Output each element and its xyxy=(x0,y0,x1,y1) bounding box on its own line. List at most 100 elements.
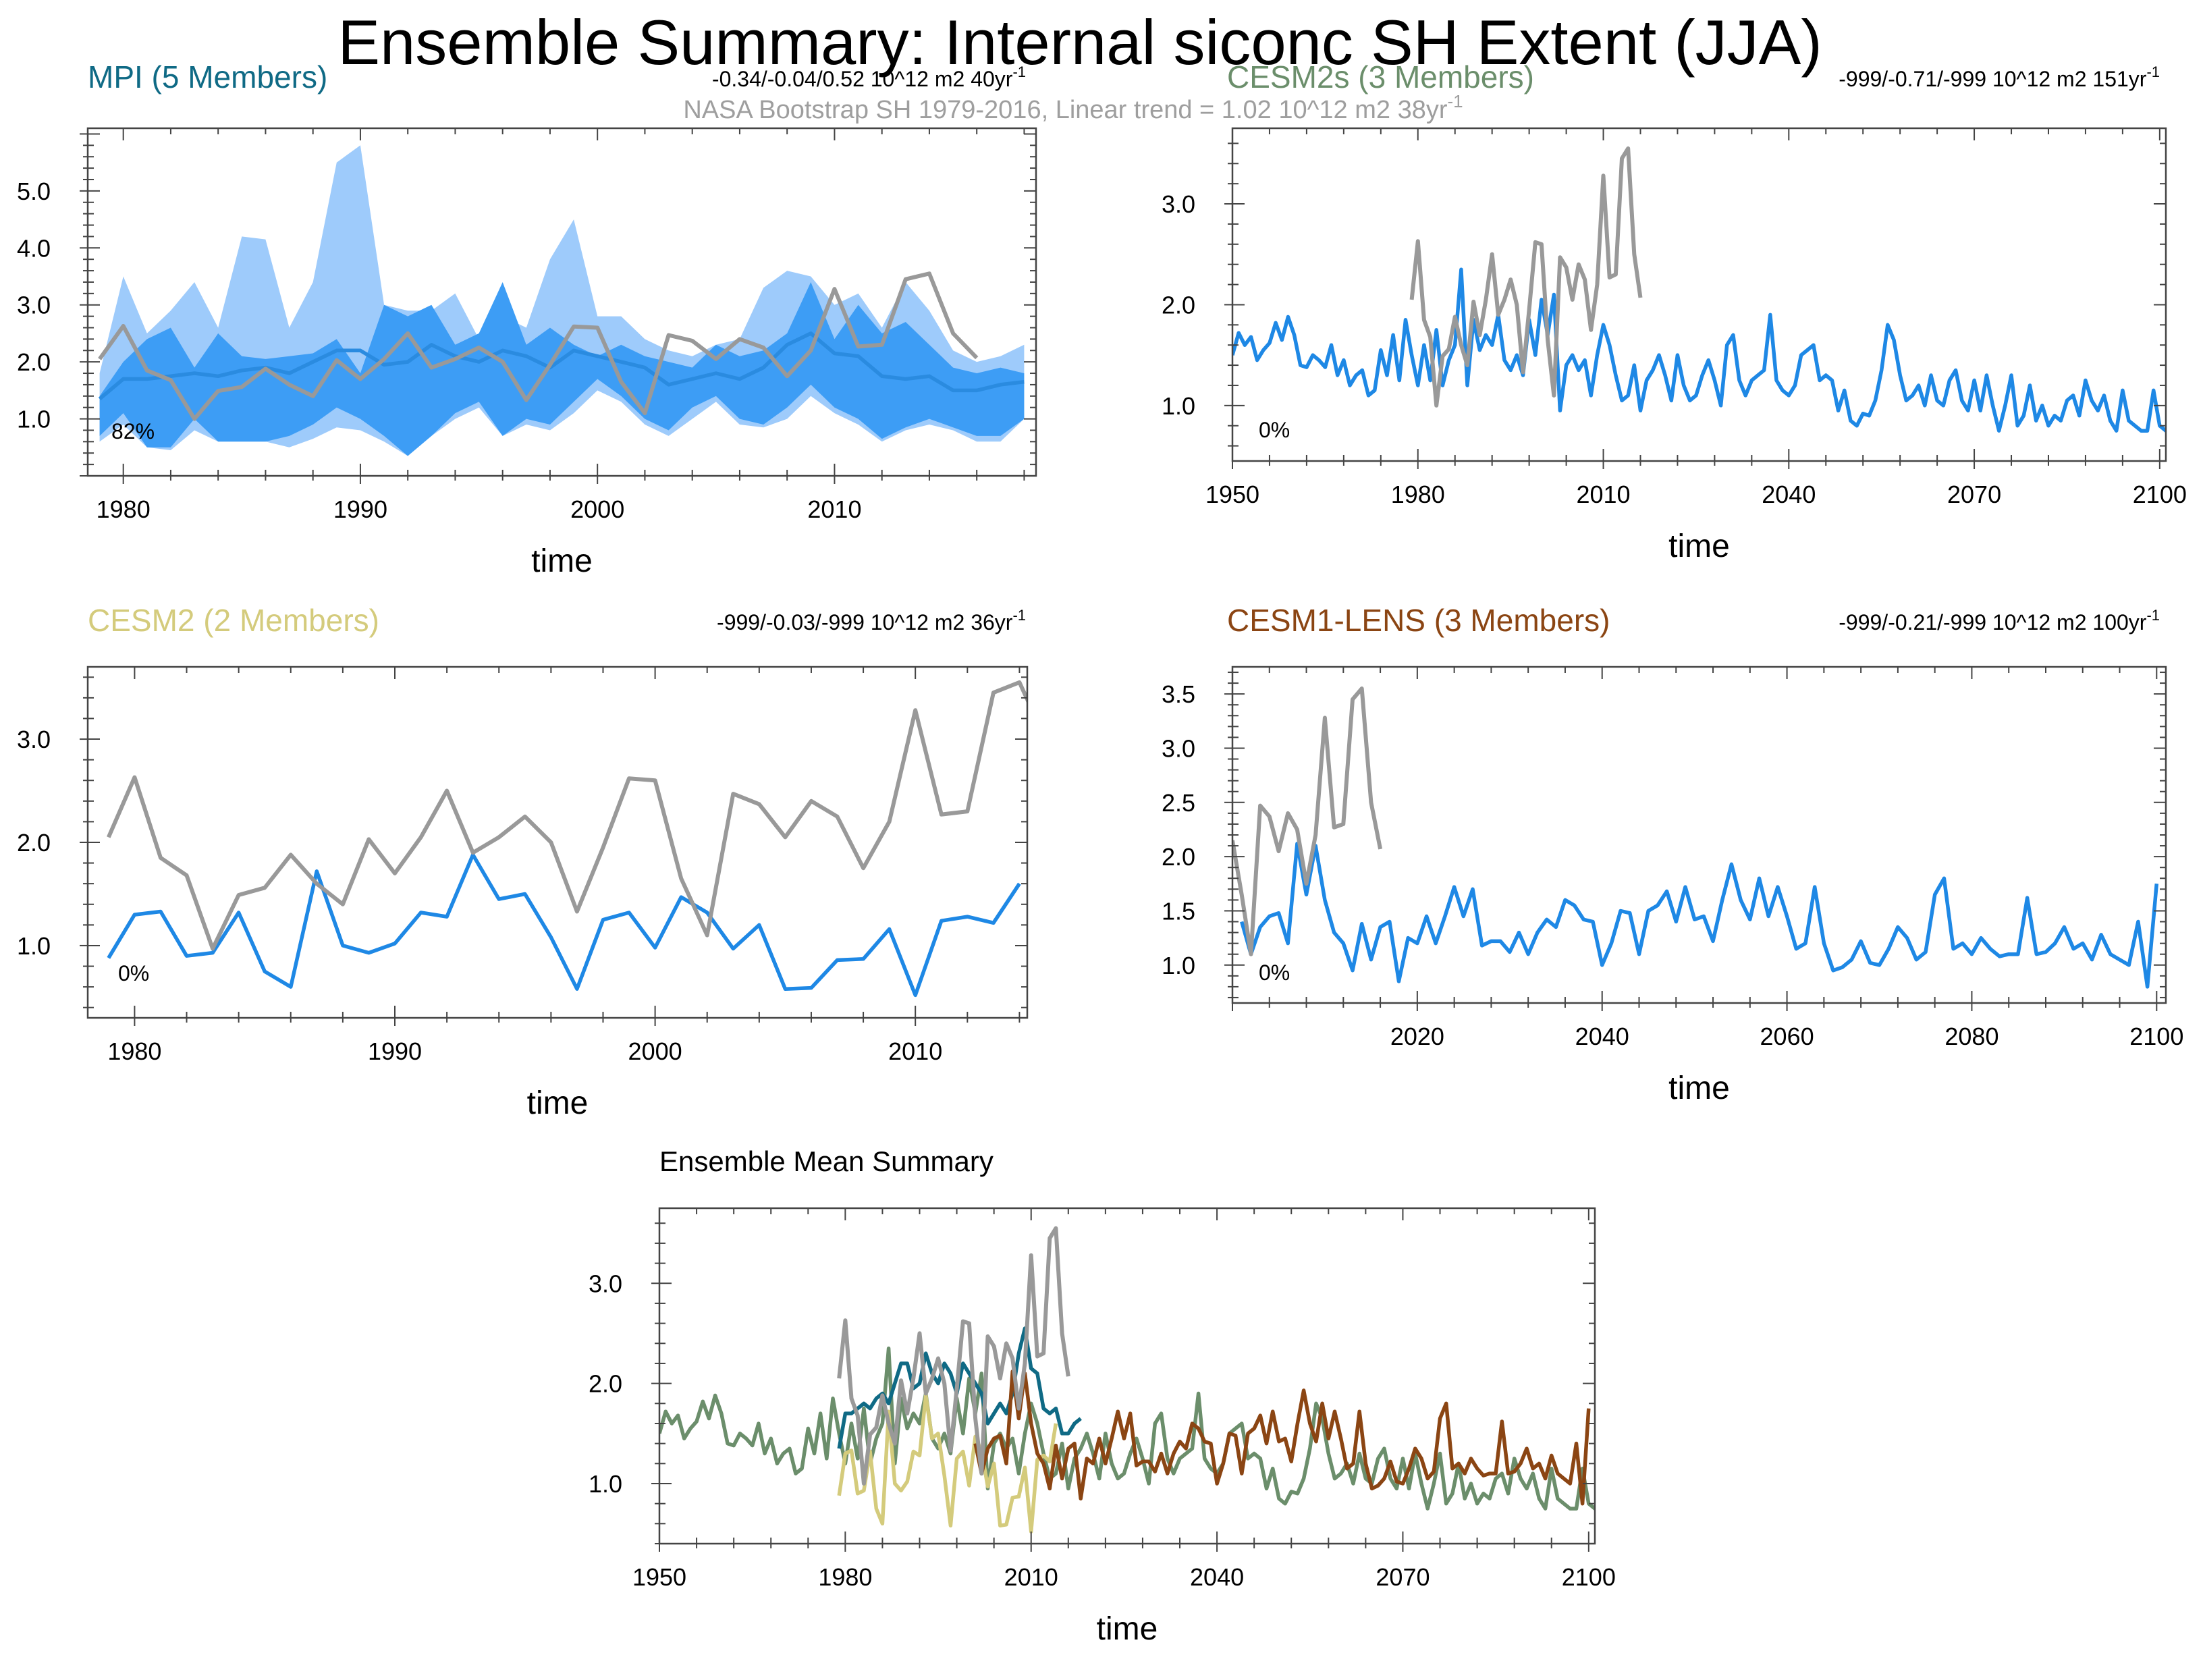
cesm2s-x-tick-label: 2040 xyxy=(1762,481,1816,508)
lens-percent-label: 0% xyxy=(1259,960,1290,985)
cesm2-x-tick-label: 1980 xyxy=(107,1037,161,1065)
cesm2s-panel-title: CESM2s (3 Members) xyxy=(1227,59,1534,94)
obs-subtitle-sup: -1 xyxy=(1448,91,1463,111)
summary-axes-frame xyxy=(658,1207,1596,1545)
summary-x-tick-label: 2040 xyxy=(1190,1563,1244,1591)
summary-y-tick-label: 3.0 xyxy=(589,1270,622,1297)
cesm2-x-tick-label: 2010 xyxy=(888,1037,942,1065)
cesm2-x-tick-label: 2000 xyxy=(628,1037,682,1065)
obs-subtitle-text: NASA Bootstrap SH 1979-2016, Linear tren… xyxy=(683,96,1447,124)
lens-y-tick-label: 2.0 xyxy=(1162,843,1195,871)
cesm2s-axes-frame xyxy=(1231,127,2167,462)
cesm2s-trend-label: -999/-0.71/-999 10^12 m2 151yr-1 xyxy=(1839,63,2160,91)
lens-plot-area xyxy=(1232,686,2159,989)
mpi-series-ensemble-mean xyxy=(98,331,1025,401)
cesm2-trend-text: -999/-0.03/-999 10^12 m2 36yr xyxy=(717,610,1013,634)
cesm2s-y-tick-label: 2.0 xyxy=(1162,291,1195,319)
cesm2s-x-tick-label: 2070 xyxy=(1947,481,2001,508)
summary-y-tick-label: 1.0 xyxy=(589,1470,622,1498)
cesm2s-x-tick-label: 2010 xyxy=(1576,481,1630,508)
cesm2-x-tick-label: 1990 xyxy=(368,1037,422,1065)
lens-x-tick-label: 2040 xyxy=(1575,1023,1629,1050)
cesm2-x-axis-label: time xyxy=(527,1085,589,1121)
mpi-x-axis-label: time xyxy=(531,543,593,579)
cesm2-percent-label: 0% xyxy=(118,961,149,985)
mpi-y-tick-label: 1.0 xyxy=(17,406,51,433)
panel-lens: 2020 2040 2060 2080 2100 1.0 1.5 2.0 2.5 3.0 3.5 ti… xyxy=(1162,603,2183,1106)
mpi-x-tick-label: 1980 xyxy=(97,495,151,523)
lens-trend-sup: -1 xyxy=(2146,607,2160,624)
cesm2s-y-tick-label: 3.0 xyxy=(1162,190,1195,218)
summary-plot-area xyxy=(659,1226,1595,1534)
lens-x-tick-label: 2020 xyxy=(1390,1023,1444,1050)
cesm2-plot-area xyxy=(107,680,1027,998)
cesm2-y-tick-label: 3.0 xyxy=(17,726,51,753)
page-title: Ensemble Summary: Internal siconc SH Ext… xyxy=(337,7,1822,78)
lens-panel-title: CESM1-LENS (3 Members) xyxy=(1227,603,1610,638)
cesm2s-trend-text: -999/-0.71/-999 10^12 m2 151yr xyxy=(1839,67,2147,91)
lens-trend-text: -999/-0.21/-999 10^12 m2 100yr xyxy=(1839,610,2147,634)
summary-x-tick-label: 1950 xyxy=(632,1563,686,1591)
lens-y-tick-label: 2.5 xyxy=(1162,789,1195,817)
cesm2s-x-tick-label: 2100 xyxy=(2133,481,2187,508)
mpi-trend-sup: -1 xyxy=(1012,63,1026,80)
lens-series-ensemble-member xyxy=(1240,842,2159,989)
lens-x-tick-label: 2100 xyxy=(2129,1023,2183,1050)
lens-y-tick-label: 1.5 xyxy=(1162,897,1195,925)
mpi-spread-band-inner xyxy=(99,282,1025,456)
mpi-x-tick-label: 2000 xyxy=(570,495,624,523)
lens-x-axis-label: time xyxy=(1668,1071,1730,1106)
panel-summary: 1950 1980 2010 2040 2070 2100 1.0 2.0 3.0 time Ens… xyxy=(589,1145,1616,1647)
mpi-y-tick-label: 5.0 xyxy=(17,178,51,205)
mpi-trend-label: -0.34/-0.04/0.52 10^12 m2 40yr-1 xyxy=(712,63,1026,91)
obs-subtitle: NASA Bootstrap SH 1979-2016, Linear tren… xyxy=(683,91,1463,124)
lens-x-tick-label: 2080 xyxy=(1944,1023,1998,1050)
mpi-y-tick-label: 3.0 xyxy=(17,292,51,319)
cesm2s-trend-sup: -1 xyxy=(2146,63,2160,80)
mpi-y-tick-label: 4.0 xyxy=(17,234,51,262)
mpi-series-nasa-bootstrap xyxy=(98,271,979,421)
panel-mpi: 1980 1990 2000 2010 1.0 2.0 3.0 4.0 5.0 time MPI (… xyxy=(17,59,1037,579)
mpi-x-tick-label: 1990 xyxy=(333,495,387,523)
mpi-percent-label: 82% xyxy=(111,419,155,443)
mpi-x-tick-label: 2010 xyxy=(807,495,861,523)
summary-y-tick-label: 2.0 xyxy=(589,1370,622,1398)
cesm2s-percent-label: 0% xyxy=(1259,418,1290,442)
lens-y-tick-label: 3.0 xyxy=(1162,734,1195,762)
summary-series-cesm1-lens xyxy=(973,1370,1591,1506)
cesm2s-plot-area xyxy=(1232,146,2166,433)
cesm2-series-nasa-bootstrap xyxy=(107,680,1027,951)
summary-x-tick-label: 2010 xyxy=(1004,1563,1058,1591)
mpi-axes-frame xyxy=(86,127,1037,477)
cesm2-y-tick-label: 2.0 xyxy=(17,829,51,857)
summary-series-mpi xyxy=(837,1326,1082,1449)
lens-series-nasa-bootstrap xyxy=(1232,686,1383,956)
cesm2s-y-tick-label: 1.0 xyxy=(1162,392,1195,420)
mpi-panel-title: MPI (5 Members) xyxy=(88,59,327,94)
lens-y-tick-label: 3.5 xyxy=(1162,680,1195,708)
summary-x-tick-label: 2100 xyxy=(1562,1563,1616,1591)
mpi-trend-text: -0.34/-0.04/0.52 10^12 m2 40yr xyxy=(712,67,1013,91)
summary-x-tick-label: 2070 xyxy=(1376,1563,1430,1591)
cesm2s-x-tick-label: 1980 xyxy=(1391,481,1445,508)
summary-x-axis-label: time xyxy=(1097,1611,1158,1647)
cesm2-trend-label: -999/-0.03/-999 10^12 m2 36yr-1 xyxy=(717,607,1026,634)
cesm2-trend-sup: -1 xyxy=(1012,607,1026,624)
panel-cesm2: 1980 1990 2000 2010 1.0 2.0 3.0 time CESM2 (2 Me… xyxy=(17,603,1029,1121)
summary-series-cesm2s xyxy=(659,1346,1595,1511)
cesm2s-series-nasa-bootstrap xyxy=(1409,146,1643,408)
lens-x-tick-label: 2060 xyxy=(1760,1023,1814,1050)
summary-series-cesm2 xyxy=(837,1393,1058,1534)
cesm2s-x-axis-label: time xyxy=(1668,529,1730,564)
summary-x-tick-label: 1980 xyxy=(818,1563,872,1591)
cesm2s-series-ensemble-member xyxy=(1232,267,2166,433)
cesm2s-x-tick-label: 1950 xyxy=(1205,481,1259,508)
lens-trend-label: -999/-0.21/-999 10^12 m2 100yr-1 xyxy=(1839,607,2160,634)
summary-series-nasa-bootstrap xyxy=(837,1226,1070,1486)
panel-cesm2s: 1950 1980 2010 2040 2070 2100 1.0 2.0 3.0 time CES… xyxy=(1162,59,2187,564)
cesm2-y-tick-label: 1.0 xyxy=(17,932,51,960)
cesm2-series-ensemble-member xyxy=(107,852,1021,998)
summary-panel-title: Ensemble Mean Summary xyxy=(659,1145,994,1177)
lens-y-tick-label: 1.0 xyxy=(1162,952,1195,979)
